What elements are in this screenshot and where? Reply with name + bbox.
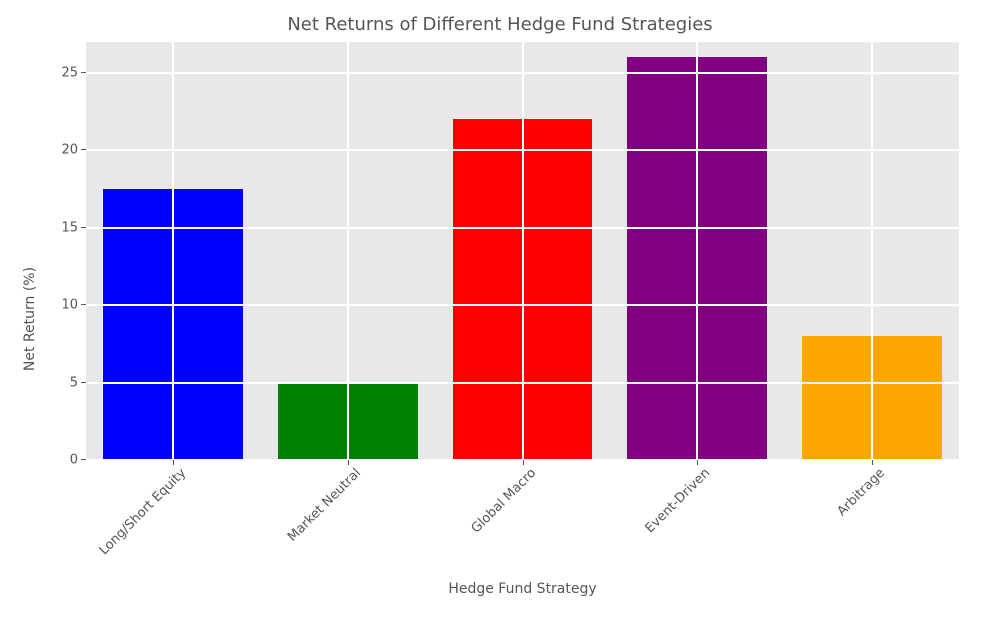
gridline-vertical (172, 42, 174, 460)
x-tick-mark (348, 460, 349, 465)
gridline-vertical (871, 42, 873, 460)
chart-container: Net Returns of Different Hedge Fund Stra… (20, 10, 980, 610)
gridline-vertical (347, 42, 349, 460)
y-tick-label: 15 (61, 220, 86, 235)
y-tick-mark (81, 459, 86, 460)
y-tick-mark (81, 227, 86, 228)
gridline-vertical (696, 42, 698, 460)
x-tick-mark (523, 460, 524, 465)
x-tick-mark (872, 460, 873, 465)
x-tick-label: Global Macro (462, 460, 538, 536)
x-axis-label: Hedge Fund Strategy (85, 581, 960, 597)
x-tick-mark (697, 460, 698, 465)
y-axis-label: Net Return (%) (22, 267, 38, 371)
y-tick-mark (81, 304, 86, 305)
y-tick-label: 20 (61, 143, 86, 158)
x-tick-label: Long/Short Equity (91, 460, 189, 558)
gridline-vertical (522, 42, 524, 460)
y-tick-mark (81, 382, 86, 383)
y-tick-mark (81, 72, 86, 73)
y-tick-label: 0 (70, 453, 86, 468)
x-tick-label: Arbitrage (829, 460, 888, 519)
y-tick-label: 5 (70, 375, 86, 390)
plot-area: 0510152025Long/Short EquityMarket Neutra… (85, 41, 960, 461)
chart-title: Net Returns of Different Hedge Fund Stra… (20, 10, 980, 41)
y-tick-mark (81, 149, 86, 150)
y-tick-label: 10 (61, 298, 86, 313)
y-tick-label: 25 (61, 65, 86, 80)
x-tick-label: Market Neutral (279, 460, 364, 545)
x-tick-label: Event-Driven (637, 460, 713, 536)
x-tick-mark (173, 460, 174, 465)
